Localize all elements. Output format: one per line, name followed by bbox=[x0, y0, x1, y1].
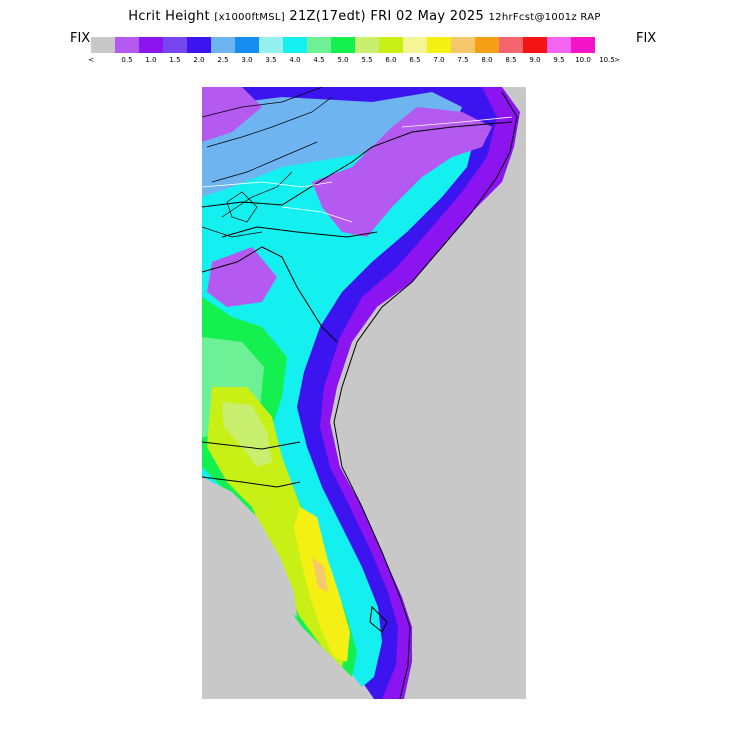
land-lightblue-zone bbox=[202, 92, 462, 197]
legend-swatch bbox=[259, 37, 283, 53]
lightyellowgreen-zone bbox=[222, 402, 272, 467]
legend-swatch bbox=[379, 37, 403, 53]
legend-swatch bbox=[163, 37, 187, 53]
title-run-info: 12hrFcst@1001z RAP bbox=[488, 12, 601, 23]
legend-tick-label: 10.0 bbox=[575, 56, 591, 64]
color-legend-bar bbox=[91, 37, 595, 53]
fix-label-left: FIX bbox=[70, 31, 91, 46]
legend-swatch bbox=[91, 37, 115, 53]
legend-swatch bbox=[403, 37, 427, 53]
purple-region-nc bbox=[312, 107, 492, 237]
legend-swatch bbox=[475, 37, 499, 53]
legend-tick-label: 3.5 bbox=[265, 56, 277, 64]
hcrit-height-map bbox=[202, 87, 526, 699]
contour-lines bbox=[202, 87, 333, 238]
legend-swatch bbox=[283, 37, 307, 53]
state-borders bbox=[202, 116, 513, 223]
map-outlines bbox=[202, 91, 518, 699]
legend-swatch bbox=[235, 37, 259, 53]
legend-swatch bbox=[547, 37, 571, 53]
title-units: [x1000ftMSL] bbox=[214, 12, 285, 23]
legend-swatch bbox=[499, 37, 523, 53]
title-valid-time: 21Z(17edt) FRI 02 May 2025 bbox=[289, 9, 485, 24]
legend-swatch bbox=[307, 37, 331, 53]
legend-tick-label: 5.5 bbox=[361, 56, 373, 64]
purple-region-west bbox=[202, 87, 262, 142]
title-main: Hcrit Height bbox=[128, 9, 210, 24]
legend-swatch bbox=[139, 37, 163, 53]
legend-tick-label: 10.5 bbox=[599, 56, 615, 64]
legend-swatch bbox=[115, 37, 139, 53]
legend-tick-label: 0.5 bbox=[121, 56, 133, 64]
gray-lower-gulf bbox=[202, 557, 342, 699]
legend-tick-label: 7.0 bbox=[433, 56, 445, 64]
legend-tick-label: 8.0 bbox=[481, 56, 493, 64]
fix-label-right: FIX bbox=[636, 31, 657, 46]
legend-tick-label: 5.0 bbox=[337, 56, 349, 64]
legend-tick-label: 8.5 bbox=[505, 56, 517, 64]
legend-tick-label: 4.0 bbox=[289, 56, 301, 64]
legend-tick-label: 7.5 bbox=[457, 56, 469, 64]
legend-tick-label: 1.5 bbox=[169, 56, 181, 64]
legend-tick-label: 9.5 bbox=[553, 56, 565, 64]
legend-swatch bbox=[571, 37, 595, 53]
legend-swatch bbox=[427, 37, 451, 53]
legend-swatch bbox=[355, 37, 379, 53]
legend-tick-label: 4.5 bbox=[313, 56, 325, 64]
legend-swatch bbox=[523, 37, 547, 53]
legend-swatch bbox=[451, 37, 475, 53]
legend-tick-label: 2.0 bbox=[193, 56, 205, 64]
legend-tick-label: 6.5 bbox=[409, 56, 421, 64]
purple-region-sc bbox=[207, 247, 277, 307]
legend-tick-label: > bbox=[614, 56, 620, 64]
map-title: Hcrit Height [x1000ftMSL] 21Z(17edt) FRI… bbox=[0, 9, 729, 24]
legend-tick-label: 6.0 bbox=[385, 56, 397, 64]
legend-swatch bbox=[187, 37, 211, 53]
legend-tick-label: 9.0 bbox=[529, 56, 541, 64]
gray-gulf-region bbox=[202, 477, 297, 617]
legend-swatch bbox=[331, 37, 355, 53]
legend-tick-label: < bbox=[88, 56, 94, 64]
legend-tick-label: 1.0 bbox=[145, 56, 157, 64]
legend-tick-label: 2.5 bbox=[217, 56, 229, 64]
legend-swatch bbox=[211, 37, 235, 53]
orange-spot bbox=[312, 557, 328, 592]
legend-tick-label: 3.0 bbox=[241, 56, 253, 64]
